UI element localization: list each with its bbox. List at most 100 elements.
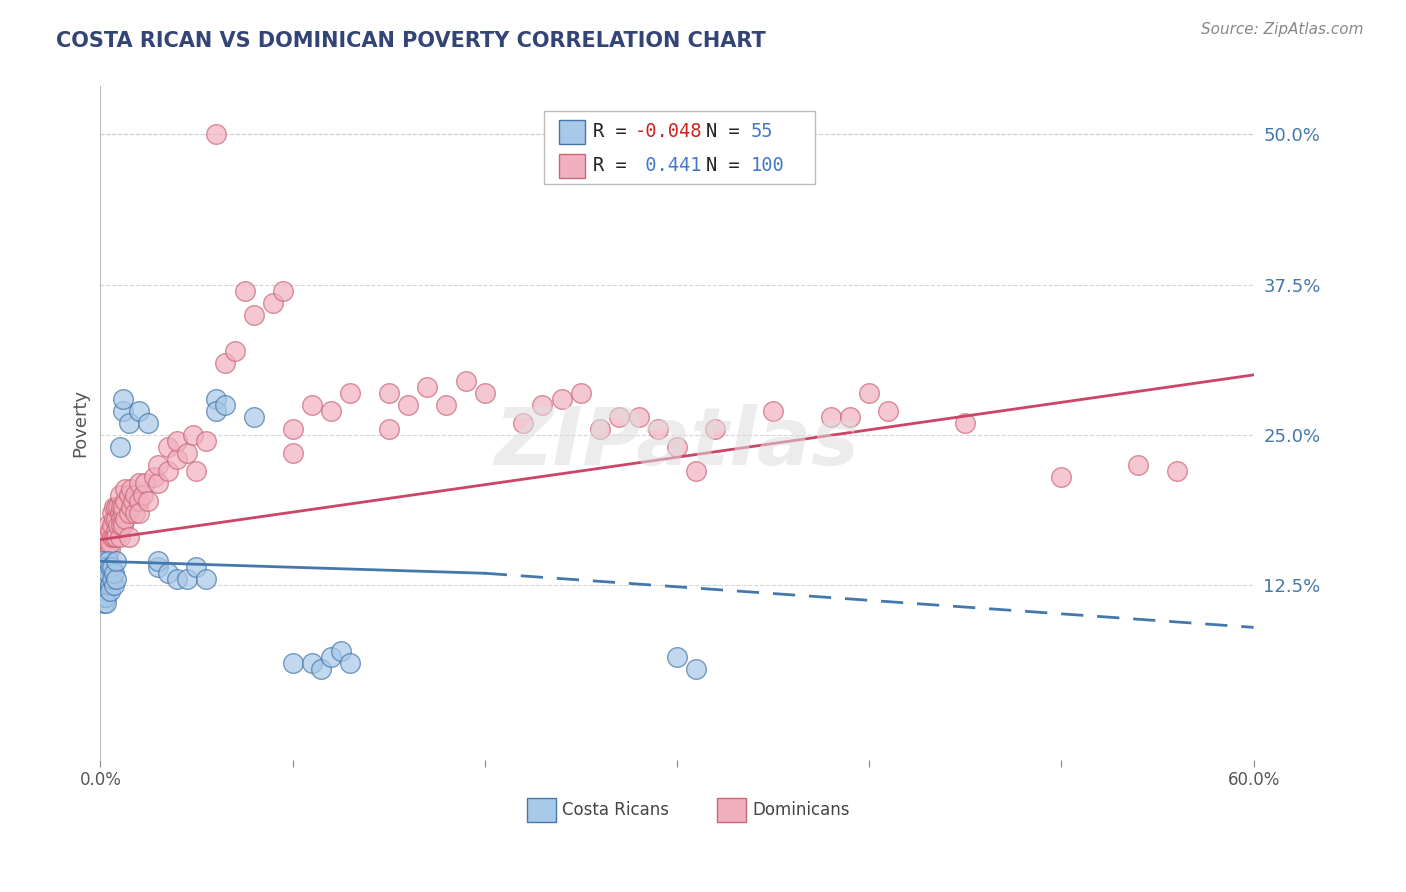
- Point: [93, 536, 115, 550]
- Point: [474, 386, 496, 401]
- Point: [124, 488, 146, 502]
- Point: [103, 578, 125, 592]
- Point: [108, 530, 131, 544]
- Point: [91, 584, 114, 599]
- Point: [107, 518, 129, 533]
- Text: N =: N =: [706, 156, 751, 176]
- Point: [114, 512, 136, 526]
- Point: [118, 530, 141, 544]
- Point: [311, 662, 333, 676]
- Point: [243, 308, 266, 322]
- Point: [104, 554, 127, 568]
- Point: [93, 572, 115, 586]
- Point: [97, 530, 120, 544]
- Text: 55: 55: [751, 122, 773, 141]
- Point: [138, 416, 160, 430]
- Point: [195, 572, 218, 586]
- Point: [94, 560, 117, 574]
- Point: [839, 409, 862, 424]
- Point: [1128, 458, 1150, 472]
- Point: [94, 548, 117, 562]
- Point: [91, 560, 114, 574]
- Point: [97, 548, 120, 562]
- Point: [114, 482, 136, 496]
- Point: [434, 398, 457, 412]
- Point: [858, 386, 880, 401]
- Point: [118, 416, 141, 430]
- Point: [112, 392, 135, 406]
- Point: [93, 542, 115, 557]
- Point: [665, 650, 688, 665]
- Point: [112, 506, 135, 520]
- Point: [101, 560, 124, 574]
- Point: [98, 536, 121, 550]
- Point: [647, 422, 669, 436]
- Point: [685, 464, 707, 478]
- Point: [120, 482, 142, 496]
- Point: [550, 392, 572, 406]
- Point: [103, 512, 125, 526]
- Point: [454, 374, 477, 388]
- Point: [243, 409, 266, 424]
- Point: [120, 500, 142, 515]
- Point: [186, 464, 208, 478]
- Point: [94, 530, 117, 544]
- Point: [103, 566, 125, 581]
- Point: [820, 409, 842, 424]
- Point: [114, 494, 136, 508]
- Point: [319, 650, 342, 665]
- Point: [319, 404, 342, 418]
- FancyBboxPatch shape: [560, 120, 585, 144]
- Point: [329, 644, 352, 658]
- Point: [97, 566, 120, 581]
- Point: [94, 596, 117, 610]
- Point: [627, 409, 650, 424]
- FancyBboxPatch shape: [717, 798, 747, 822]
- Point: [214, 356, 236, 370]
- Point: [94, 584, 117, 599]
- Point: [98, 542, 121, 557]
- Point: [94, 554, 117, 568]
- Point: [101, 506, 124, 520]
- Point: [339, 386, 361, 401]
- Text: R =: R =: [593, 122, 638, 141]
- Point: [104, 512, 127, 526]
- Point: [589, 422, 612, 436]
- Point: [97, 572, 120, 586]
- Point: [91, 572, 114, 586]
- Point: [665, 440, 688, 454]
- FancyBboxPatch shape: [527, 798, 555, 822]
- Text: R =: R =: [593, 156, 638, 176]
- Point: [110, 518, 132, 533]
- Point: [685, 662, 707, 676]
- Point: [762, 404, 785, 418]
- Point: [131, 488, 153, 502]
- Point: [281, 446, 304, 460]
- Point: [128, 494, 150, 508]
- Point: [93, 596, 115, 610]
- Point: [704, 422, 727, 436]
- Point: [134, 476, 156, 491]
- Point: [94, 572, 117, 586]
- Point: [607, 409, 630, 424]
- Point: [94, 591, 117, 605]
- Point: [101, 518, 124, 533]
- Point: [108, 440, 131, 454]
- Point: [233, 284, 256, 298]
- Point: [146, 554, 169, 568]
- Text: N =: N =: [706, 122, 751, 141]
- Point: [128, 476, 150, 491]
- Point: [339, 657, 361, 671]
- Point: [104, 572, 127, 586]
- Text: Dominicans: Dominicans: [752, 801, 849, 819]
- Point: [204, 404, 226, 418]
- Point: [138, 494, 160, 508]
- Point: [98, 578, 121, 592]
- Point: [110, 512, 132, 526]
- Point: [377, 386, 399, 401]
- Point: [204, 392, 226, 406]
- Point: [112, 500, 135, 515]
- Point: [118, 488, 141, 502]
- Point: [128, 404, 150, 418]
- Point: [224, 343, 246, 358]
